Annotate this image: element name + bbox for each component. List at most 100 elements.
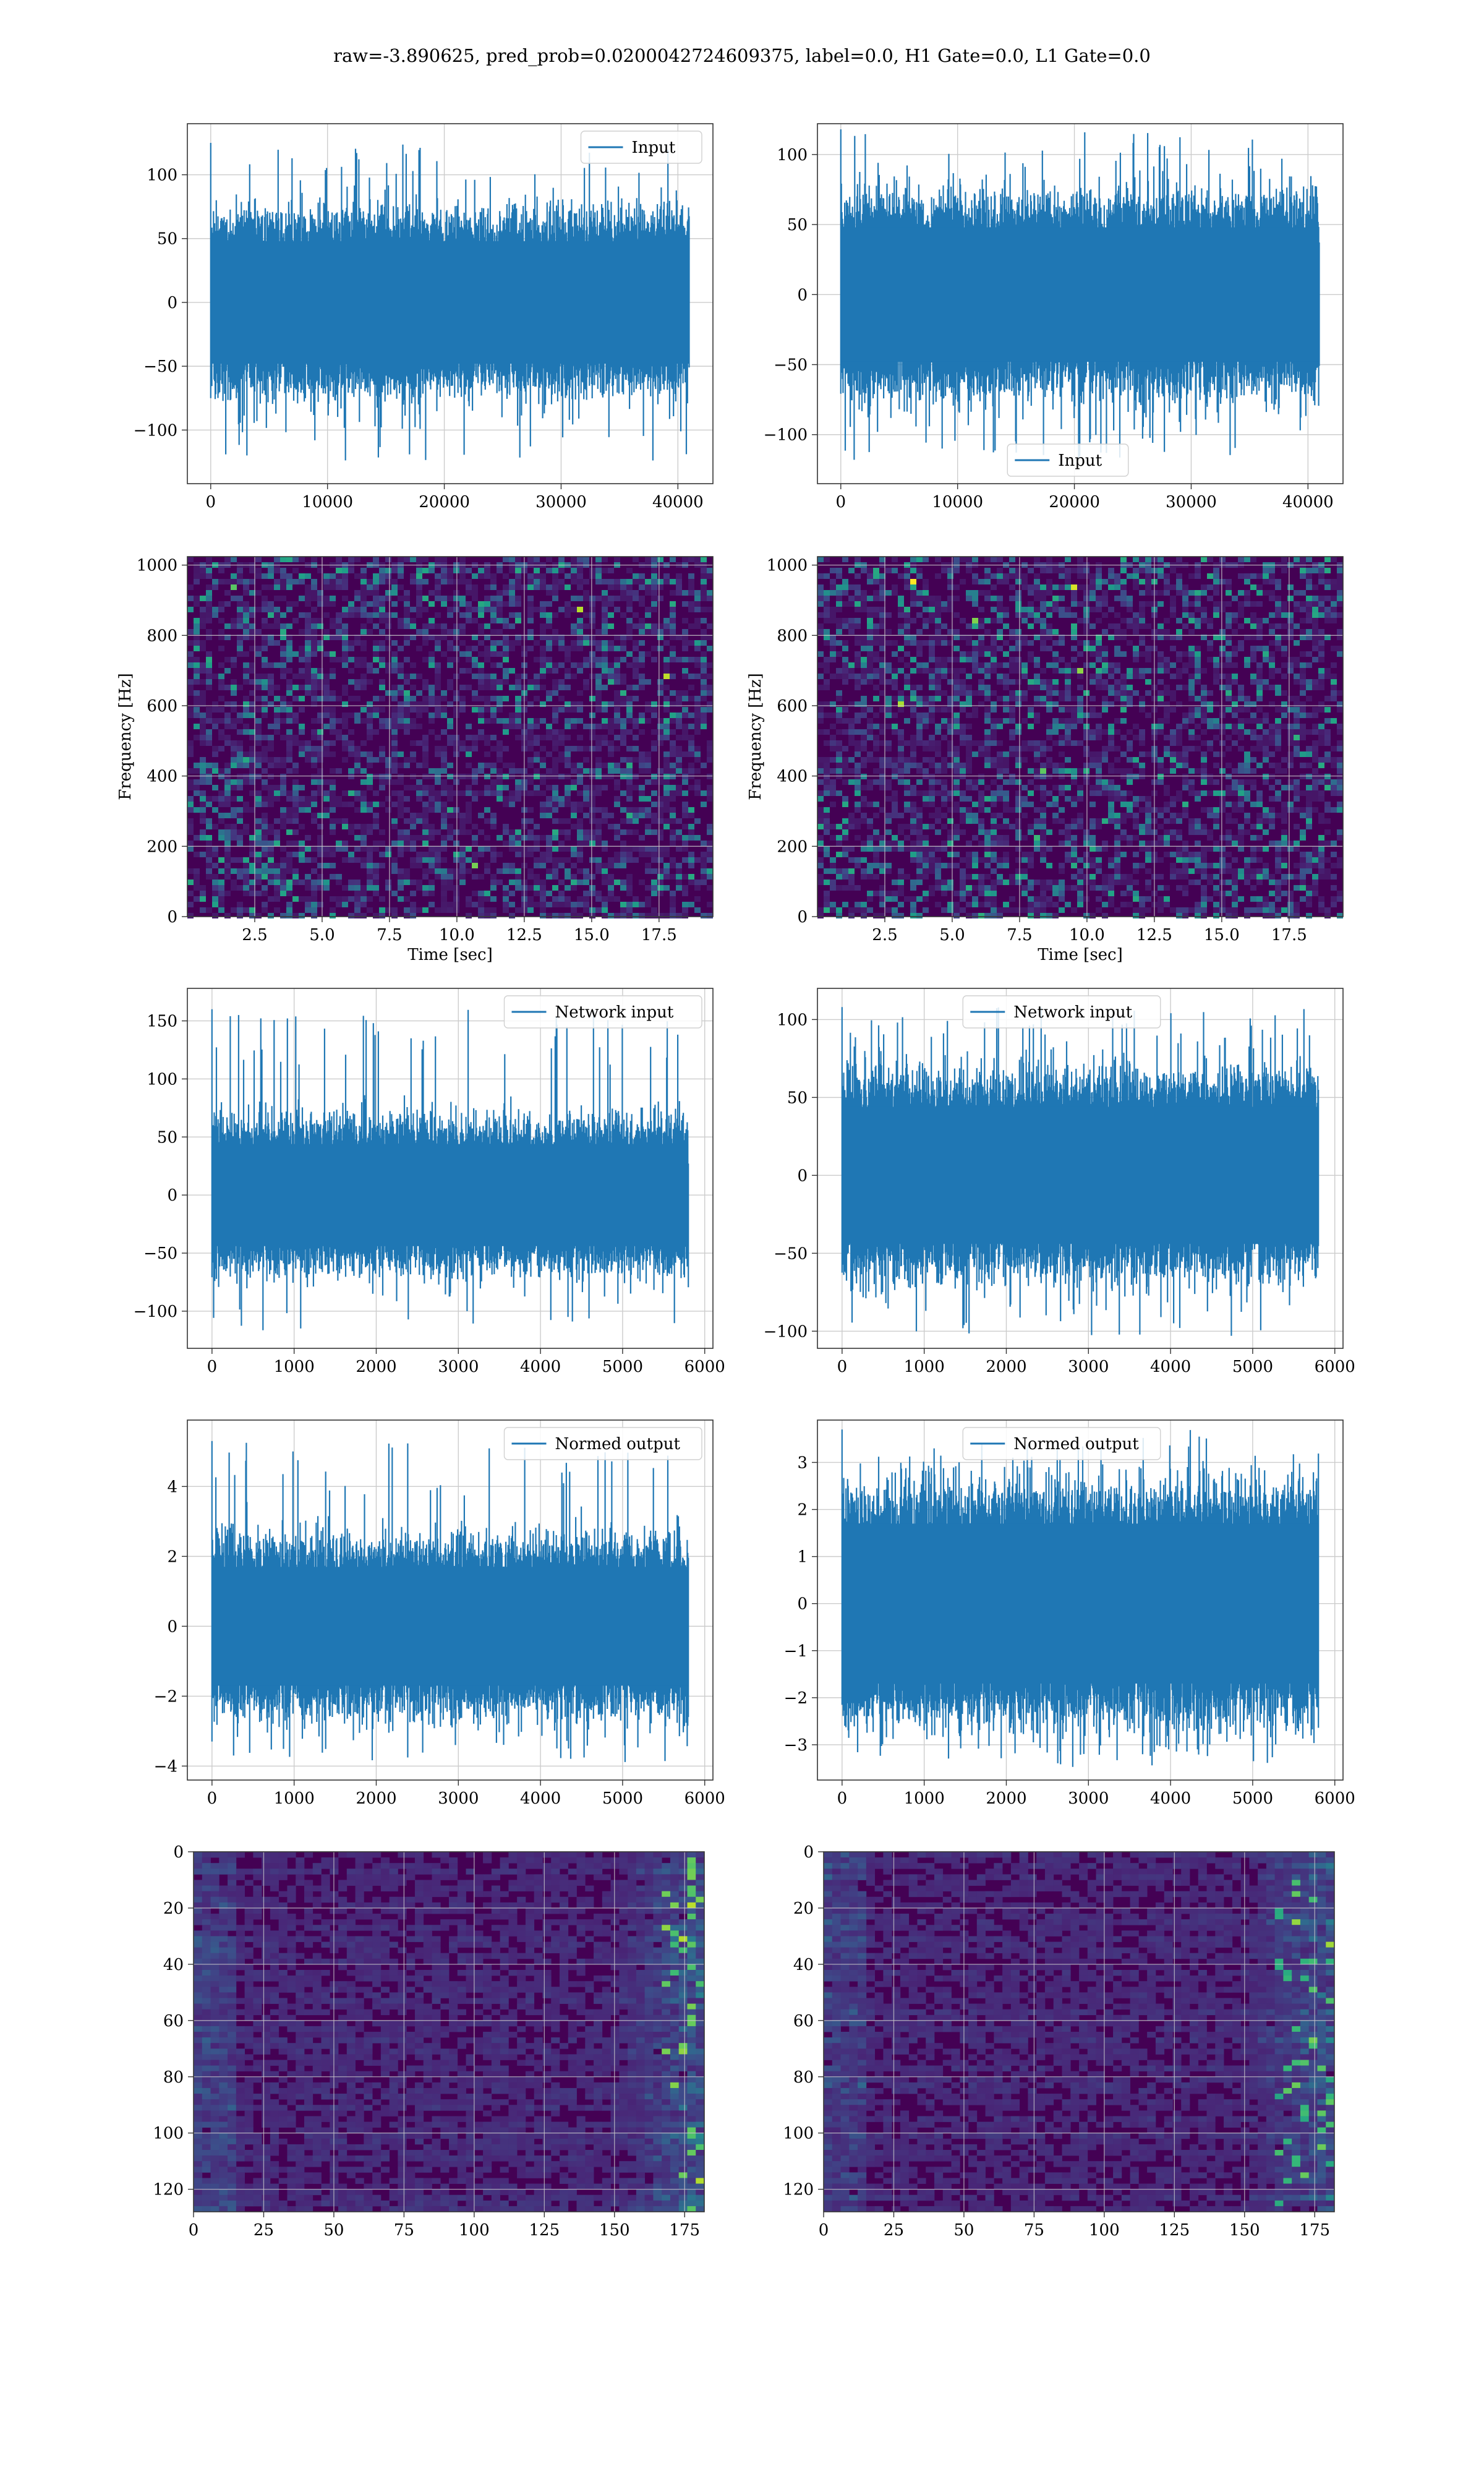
heatmap-cell: [879, 607, 885, 612]
heatmap-cell: [224, 874, 231, 880]
heatmap-cell: [1226, 590, 1232, 596]
heatmap-cell: [187, 596, 194, 601]
heatmap-cell: [1077, 651, 1083, 657]
heatmap-cell: [317, 768, 323, 774]
heatmap-cell: [212, 785, 218, 790]
heatmap-cell: [243, 696, 249, 701]
heatmap-cell: [398, 885, 404, 891]
heatmap-cell: [447, 824, 453, 829]
heatmap-cell: [1133, 584, 1139, 590]
heatmap-cell: [1182, 746, 1188, 751]
heatmap-cell: [206, 841, 212, 846]
heatmap-cell: [1145, 651, 1151, 657]
heatmap-cell: [620, 829, 626, 835]
heatmap-cell: [249, 568, 255, 573]
heatmap-cell: [1158, 718, 1164, 724]
heatmap-cell: [187, 846, 194, 852]
heatmap-cell: [1337, 746, 1343, 751]
heatmap-cell: [1294, 674, 1300, 679]
heatmap-cell: [1207, 640, 1213, 646]
heatmap-cell: [484, 790, 490, 796]
heatmap-cell: [577, 629, 583, 635]
heatmap-cell: [935, 668, 941, 674]
heatmap-cell: [657, 579, 663, 584]
heatmap-cell: [663, 674, 670, 679]
heatmap-cell: [688, 813, 694, 818]
heatmap-cell: [1127, 757, 1133, 763]
heatmap-cell: [620, 841, 626, 846]
heatmap-cell: [873, 607, 879, 612]
heatmap-cell: [633, 557, 639, 562]
heatmap-cell: [1040, 584, 1046, 590]
heatmap-cell: [459, 573, 466, 579]
heatmap-cell: [268, 790, 274, 796]
heatmap-cell: [1021, 696, 1028, 701]
heatmap-cell: [855, 729, 861, 735]
heatmap-cell: [694, 885, 701, 891]
heatmap-cell: [323, 724, 330, 729]
heatmap-cell: [1145, 573, 1151, 579]
heatmap-cell: [626, 880, 633, 885]
heatmap-cell: [602, 568, 608, 573]
heatmap-cell: [416, 818, 422, 824]
heatmap-cell: [1176, 724, 1182, 729]
heatmap-cell: [478, 662, 484, 668]
heatmap-cell: [243, 701, 249, 707]
heatmap-cell: [701, 635, 707, 640]
heatmap-cell: [1102, 685, 1108, 690]
heatmap-cell: [391, 657, 398, 662]
heatmap-cell: [1034, 718, 1040, 724]
heatmap-cell: [534, 568, 540, 573]
heatmap-cell: [651, 713, 657, 718]
heatmap-cell: [558, 646, 565, 651]
heatmap-cell: [1300, 707, 1306, 713]
heatmap-cell: [1250, 657, 1256, 662]
heatmap-cell: [1170, 763, 1176, 768]
heatmap-cell: [645, 701, 651, 707]
heatmap-cell: [360, 612, 367, 618]
heatmap-cell: [626, 846, 633, 852]
heatmap-cell: [212, 701, 218, 707]
x-tick-label: 2.5: [242, 926, 267, 944]
heatmap-cell: [391, 685, 398, 690]
heatmap-cell: [398, 779, 404, 785]
heatmap-cell: [379, 657, 385, 662]
heatmap-cell: [218, 813, 224, 818]
heatmap-cell: [274, 596, 280, 601]
heatmap-cell: [694, 607, 701, 612]
heatmap-cell: [1028, 590, 1034, 596]
heatmap-cell: [1250, 557, 1256, 562]
heatmap-cell: [231, 623, 237, 629]
heatmap-cell: [478, 629, 484, 635]
heatmap-cell: [565, 735, 571, 740]
heatmap-cell: [385, 568, 391, 573]
heatmap-cell: [1127, 701, 1133, 707]
heatmap-cell: [206, 662, 212, 668]
heatmap-cell: [836, 668, 842, 674]
heatmap-cell: [1145, 668, 1151, 674]
heatmap-cell: [595, 896, 602, 902]
heatmap-cell: [935, 618, 941, 623]
heatmap-cell: [824, 590, 830, 596]
heatmap-cell: [1170, 735, 1176, 740]
heatmap-cell: [879, 646, 885, 651]
heatmap-cell: [552, 584, 558, 590]
heatmap-cell: [1287, 612, 1294, 618]
heatmap-cell: [639, 796, 645, 802]
legend: Input: [580, 131, 702, 164]
heatmap-cell: [595, 807, 602, 813]
heatmap-cell: [645, 863, 651, 868]
heatmap-cell: [1182, 763, 1188, 768]
heatmap-cell: [830, 635, 836, 640]
heatmap-cell: [1331, 696, 1337, 701]
heatmap-cell: [194, 763, 200, 768]
heatmap-cell: [651, 891, 657, 896]
heatmap-cell: [391, 640, 398, 646]
heatmap-cell: [527, 635, 534, 640]
heatmap-cell: [441, 885, 447, 891]
heatmap-cell: [360, 913, 367, 918]
heatmap-cell: [1158, 701, 1164, 707]
heatmap-cell: [670, 763, 676, 768]
heatmap-cell: [280, 824, 286, 829]
heatmap-cell: [218, 685, 224, 690]
